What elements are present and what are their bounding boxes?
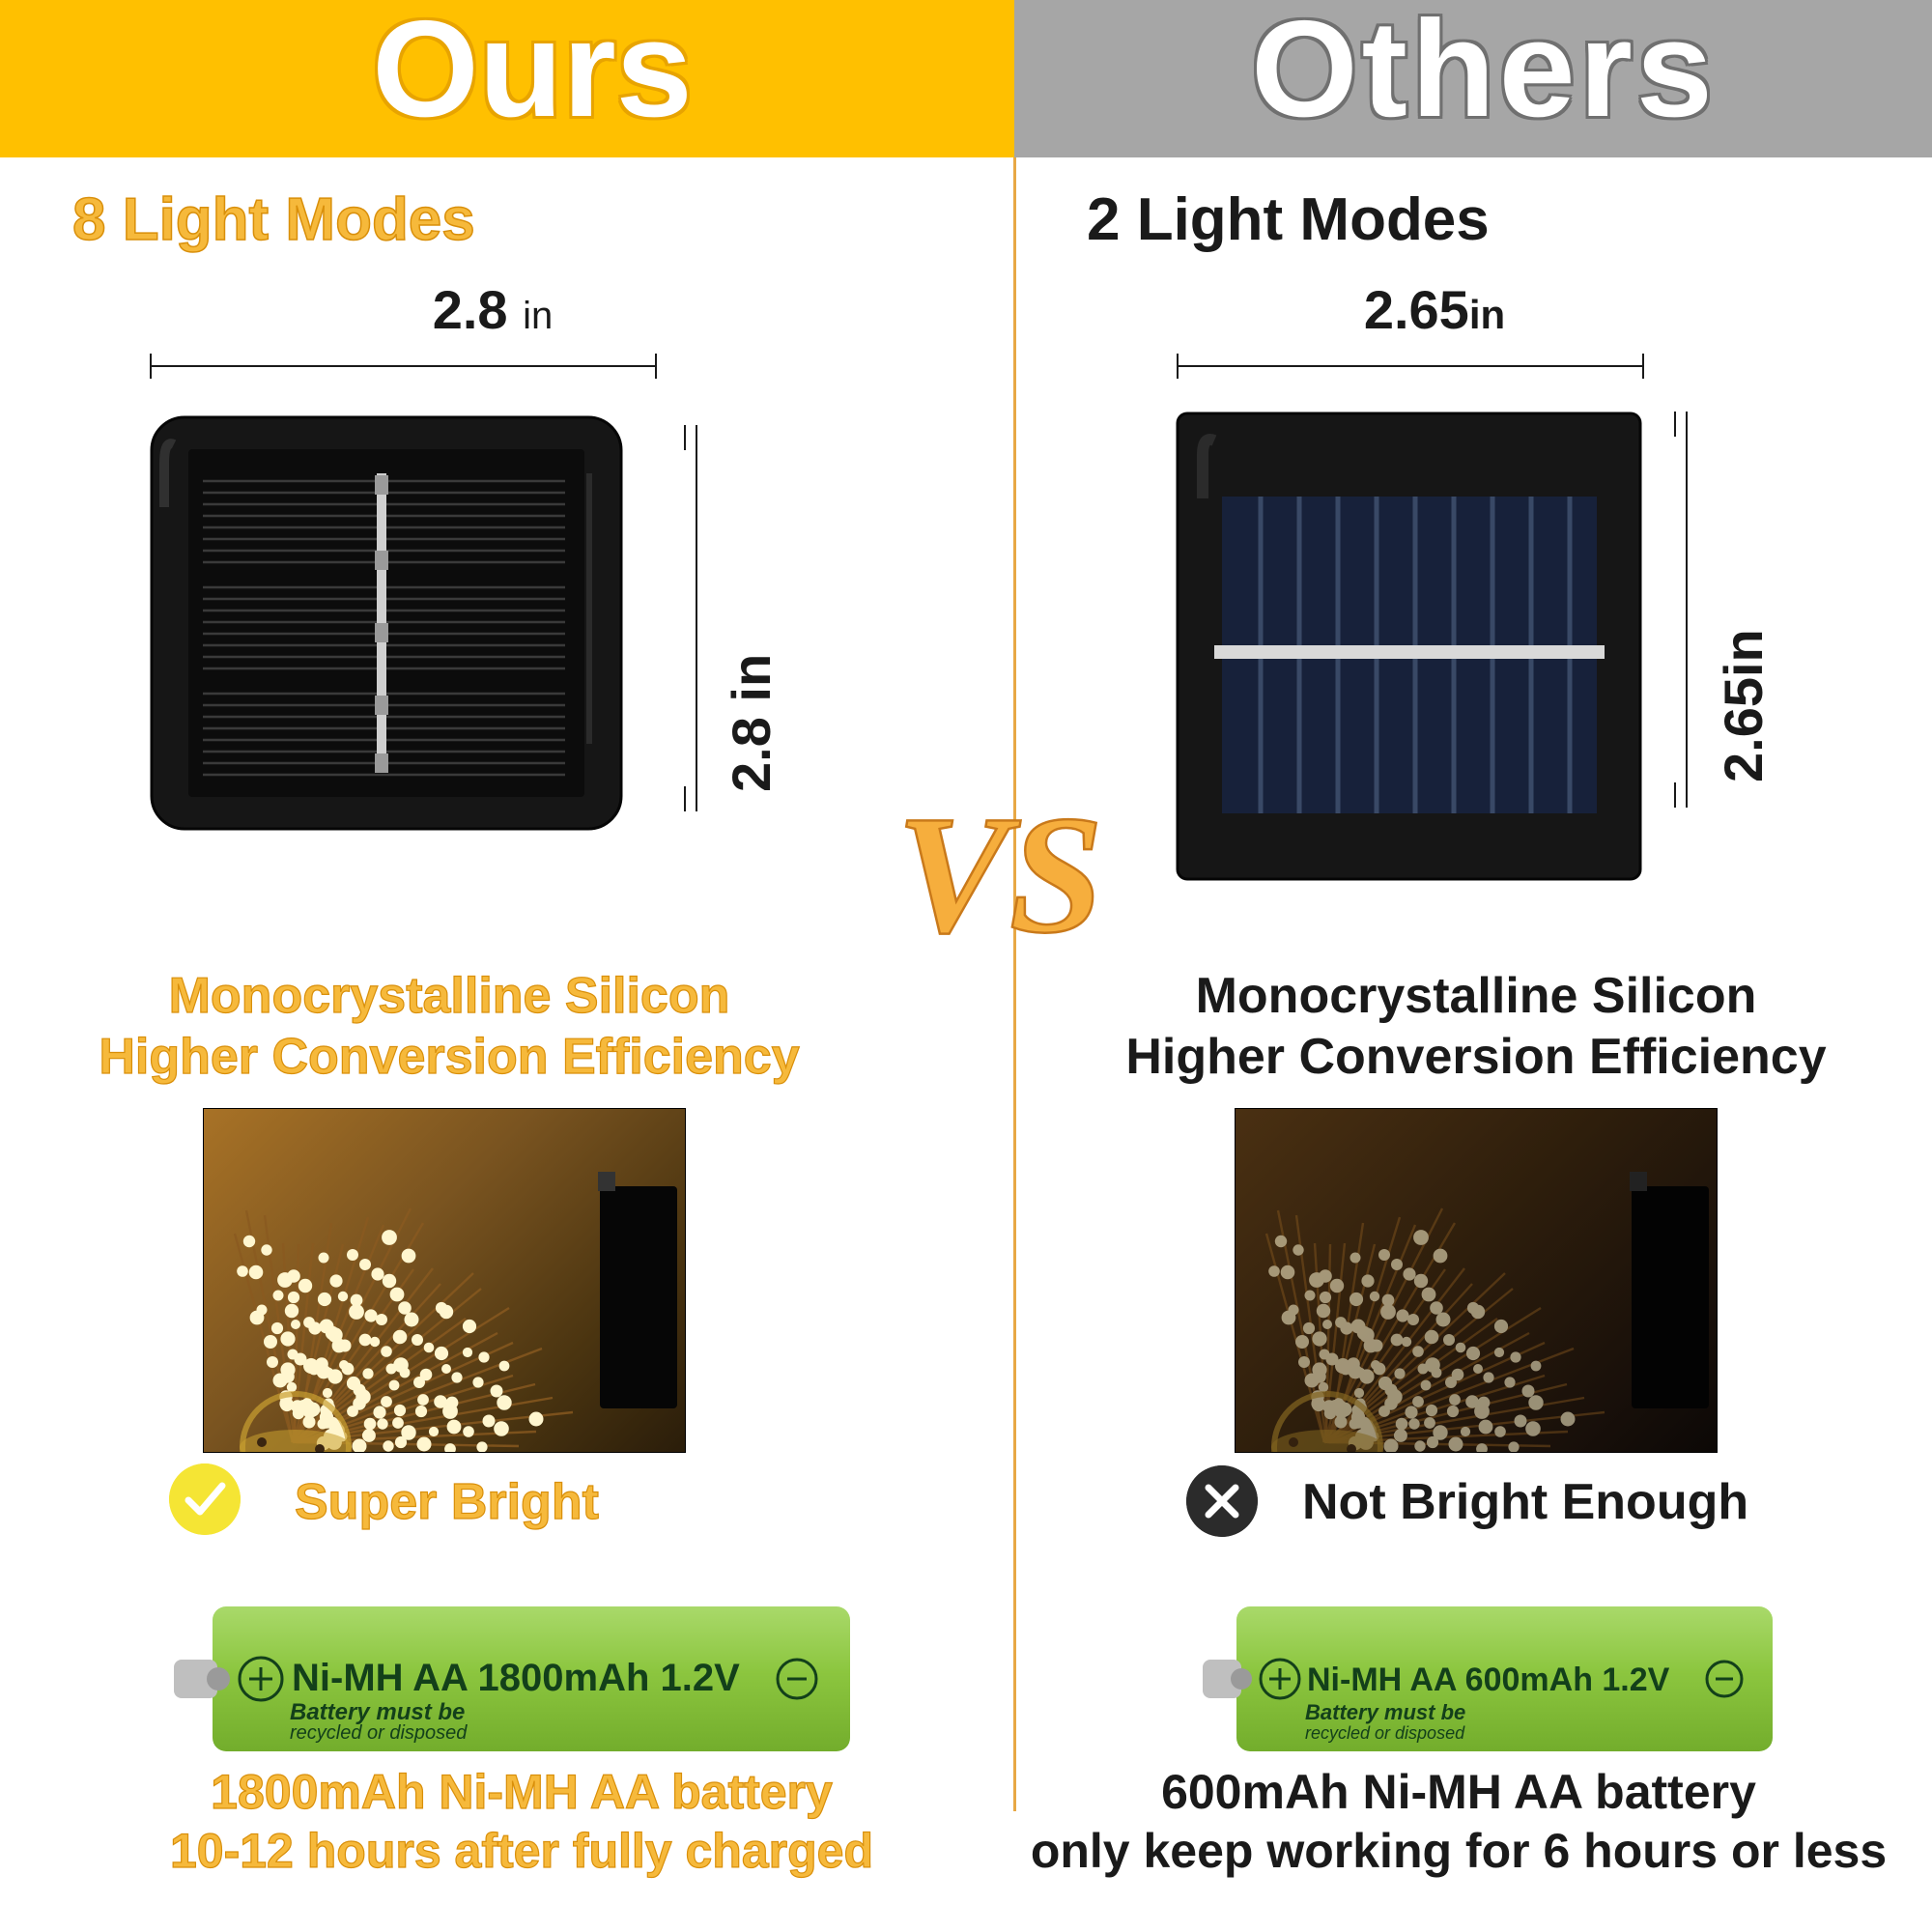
svg-text:recycled or disposed: recycled or disposed bbox=[290, 1722, 468, 1744]
svg-text:Battery must be: Battery must be bbox=[290, 1699, 465, 1725]
svg-text:Ni-MH AA 600mAh 1.2V: Ni-MH AA 600mAh 1.2V bbox=[1307, 1662, 1670, 1698]
svg-text:Ni-MH AA 1800mAh 1.2V: Ni-MH AA 1800mAh 1.2V bbox=[292, 1657, 740, 1699]
svg-text:Battery must be: Battery must be bbox=[1305, 1700, 1465, 1724]
svg-text:recycled or disposed: recycled or disposed bbox=[1305, 1723, 1465, 1743]
